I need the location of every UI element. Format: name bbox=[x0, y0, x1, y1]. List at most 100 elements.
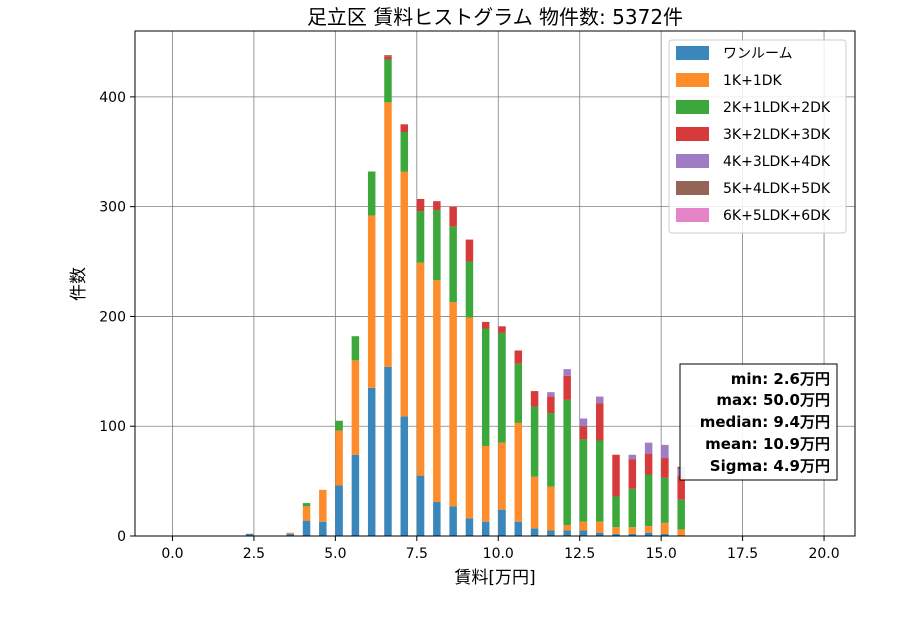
bar-segment bbox=[612, 454, 620, 497]
bar-segment bbox=[579, 530, 588, 536]
bar-segment bbox=[628, 454, 637, 460]
y-tick-label: 100 bbox=[99, 419, 126, 435]
bar-segment bbox=[530, 528, 539, 536]
bar-segment bbox=[628, 459, 637, 489]
bar-segment bbox=[661, 458, 669, 478]
x-tick-label: 12.5 bbox=[564, 546, 595, 562]
stats-box-frame bbox=[679, 363, 838, 481]
bar-segment bbox=[481, 328, 490, 446]
bar-segment bbox=[579, 418, 588, 427]
bar-segment bbox=[384, 56, 392, 60]
x-tick-label: 17.5 bbox=[727, 546, 758, 562]
bar-segment bbox=[498, 326, 506, 333]
y-tick-label: 200 bbox=[99, 309, 126, 325]
legend-swatch bbox=[676, 127, 709, 141]
stat-sigma: Sigma: 4.9万円 bbox=[710, 457, 830, 475]
bar-segment bbox=[400, 132, 409, 172]
bar-segment bbox=[286, 533, 294, 536]
legend-label: 3K+2LDK+3DK bbox=[723, 127, 831, 143]
bar-segment bbox=[481, 521, 490, 536]
y-tick-label: 400 bbox=[99, 90, 126, 106]
bar-segment bbox=[547, 392, 555, 397]
legend-label: ワンルーム bbox=[723, 46, 793, 62]
legend-swatch bbox=[676, 181, 709, 195]
x-tick-label: 0.0 bbox=[161, 546, 183, 562]
bar-segment bbox=[465, 518, 474, 536]
bar-segment bbox=[644, 532, 653, 536]
bar-segment bbox=[644, 526, 653, 533]
bar-segment bbox=[481, 445, 490, 522]
bar-segment bbox=[498, 509, 506, 536]
bar-segment bbox=[530, 476, 539, 529]
bar-segment bbox=[351, 336, 360, 361]
bar-segment bbox=[612, 533, 620, 536]
bar-segment bbox=[530, 406, 539, 477]
bar-segment bbox=[514, 521, 523, 536]
bar-segment bbox=[319, 489, 327, 522]
x-tick-label: 5.0 bbox=[324, 546, 346, 562]
bar-segment bbox=[367, 171, 376, 216]
bar-segment bbox=[644, 442, 653, 454]
bar-segment bbox=[595, 403, 604, 441]
legend-swatch bbox=[676, 100, 709, 114]
bar-segment bbox=[498, 332, 506, 443]
bar-segment bbox=[465, 239, 474, 262]
bar-segment bbox=[628, 488, 637, 528]
bar-segment bbox=[612, 527, 620, 534]
x-tick-label: 20.0 bbox=[808, 546, 839, 562]
y-axis-ticks: 0 100 200 300 400 bbox=[99, 90, 135, 545]
bar-segment bbox=[595, 532, 604, 536]
bar-segment bbox=[449, 302, 457, 507]
legend-swatch bbox=[676, 73, 709, 87]
y-axis-label: 件数 bbox=[69, 267, 89, 301]
bar-segment bbox=[400, 124, 409, 132]
legend-swatch bbox=[676, 154, 709, 168]
bar-segment bbox=[367, 215, 376, 388]
legend-label: 1K+1DK bbox=[723, 73, 783, 89]
bar-segment bbox=[563, 525, 571, 531]
bar-segment bbox=[335, 485, 343, 536]
bar-segment bbox=[661, 444, 669, 459]
bar-segment bbox=[661, 477, 669, 523]
chart-title: 足立区 賃料ヒストグラム 物件数: 5372件 bbox=[307, 5, 683, 29]
bar-segment bbox=[579, 439, 588, 522]
legend-box bbox=[668, 39, 847, 234]
bar-segment bbox=[465, 317, 474, 519]
bar-segment bbox=[416, 475, 425, 536]
bar-segment bbox=[302, 503, 311, 507]
bar-segment bbox=[612, 496, 620, 528]
x-axis-ticks: 0.0 2.5 5.0 7.5 10.0 12.5 15.0 17.5 20.0 bbox=[161, 536, 840, 562]
x-tick-label: 2.5 bbox=[243, 546, 265, 562]
plot-frame bbox=[134, 30, 856, 537]
bar-segment bbox=[547, 396, 555, 414]
bar-segment bbox=[433, 201, 441, 210]
stat-mean: mean: 10.9万円 bbox=[705, 435, 830, 453]
x-tick-label: 10.0 bbox=[483, 546, 514, 562]
legend-label: 6K+5LDK+6DK bbox=[723, 208, 831, 224]
bar-segment bbox=[245, 533, 254, 536]
bar-segment bbox=[384, 59, 392, 103]
legend-swatch bbox=[676, 208, 709, 222]
bar-segment bbox=[481, 321, 490, 329]
bar-segment bbox=[677, 499, 685, 530]
bar-segment bbox=[400, 171, 409, 417]
bar-segment bbox=[644, 453, 653, 475]
bar-segment bbox=[433, 280, 441, 502]
bar-segment bbox=[595, 396, 604, 404]
bar-segment bbox=[644, 474, 653, 527]
bar-segment bbox=[351, 360, 360, 455]
y-tick-label: 300 bbox=[99, 200, 126, 216]
legend-label: 4K+3LDK+4DK bbox=[723, 154, 831, 170]
stat-median: median: 9.4万円 bbox=[700, 413, 830, 431]
bar-segment bbox=[416, 211, 425, 263]
bar-segment bbox=[433, 501, 441, 536]
bar-segment bbox=[563, 530, 571, 536]
bar-segment bbox=[677, 475, 685, 500]
legend-label: 5K+4LDK+5DK bbox=[723, 181, 831, 197]
bar-segment bbox=[563, 399, 571, 526]
bar-segment bbox=[595, 440, 604, 522]
legend-swatch bbox=[676, 46, 709, 60]
bar-segment bbox=[302, 520, 311, 536]
bar-segment bbox=[449, 206, 457, 227]
bar-segment bbox=[628, 527, 637, 534]
